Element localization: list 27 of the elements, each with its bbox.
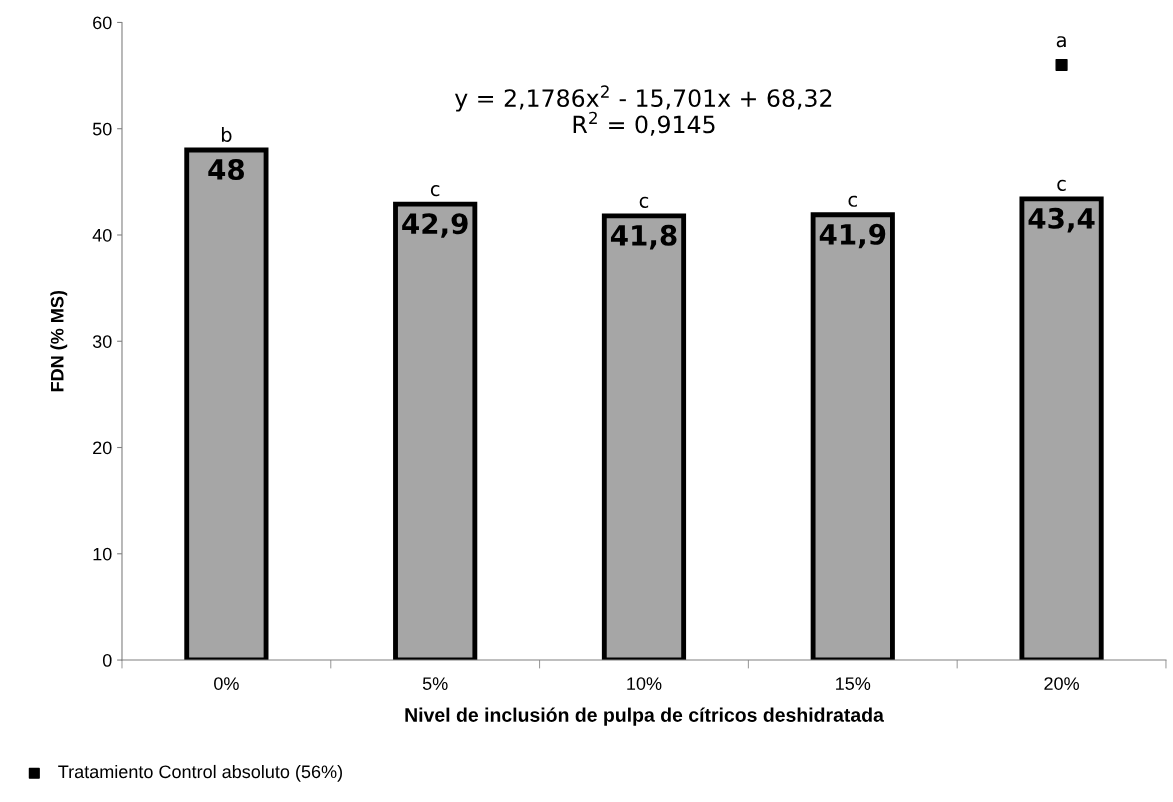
y-tick-label: 20 [93,441,112,455]
text: y = 2,1786x$^{2}$ - 15,701x + 68,32 R$^{2}$ = 0,9145 [454,85,832,136]
y-tick-label: 0 [102,653,112,667]
data-label: 41,8 [610,224,677,250]
annotation: c [848,195,857,207]
data-label: 42,9 [402,213,468,238]
x-axis-title: Nivel de inclusión de pulpa de cítricos deshidratada [405,707,884,726]
legend-label: Tratamiento Control absoluto (56%) [58,764,342,782]
data-label: 48 [208,158,244,180]
annotation: c [430,185,440,197]
y-tick-label: 40 [92,228,112,242]
data-label: 41,9 [819,223,886,249]
annotation: c [639,196,649,208]
y-tick-label: 30 [92,335,112,348]
x-tick-label: 15% [836,677,871,690]
y-tick-label: 50 [92,122,112,136]
data-label: a [1056,36,1066,48]
y-tick-label: 10 [93,547,112,561]
x-tick-label: 5% [422,677,448,690]
annotation: c [1057,179,1066,191]
y-axis-title: FDN (% MS) [50,291,68,392]
x-tick-label: 10% [627,677,662,690]
x-tick-label: 20% [1044,677,1079,690]
y-tick-label: 60 [93,16,112,30]
x-tick-label: 0% [214,677,239,690]
annotation: b [221,126,232,143]
data-label: 43,4 [1028,207,1095,233]
